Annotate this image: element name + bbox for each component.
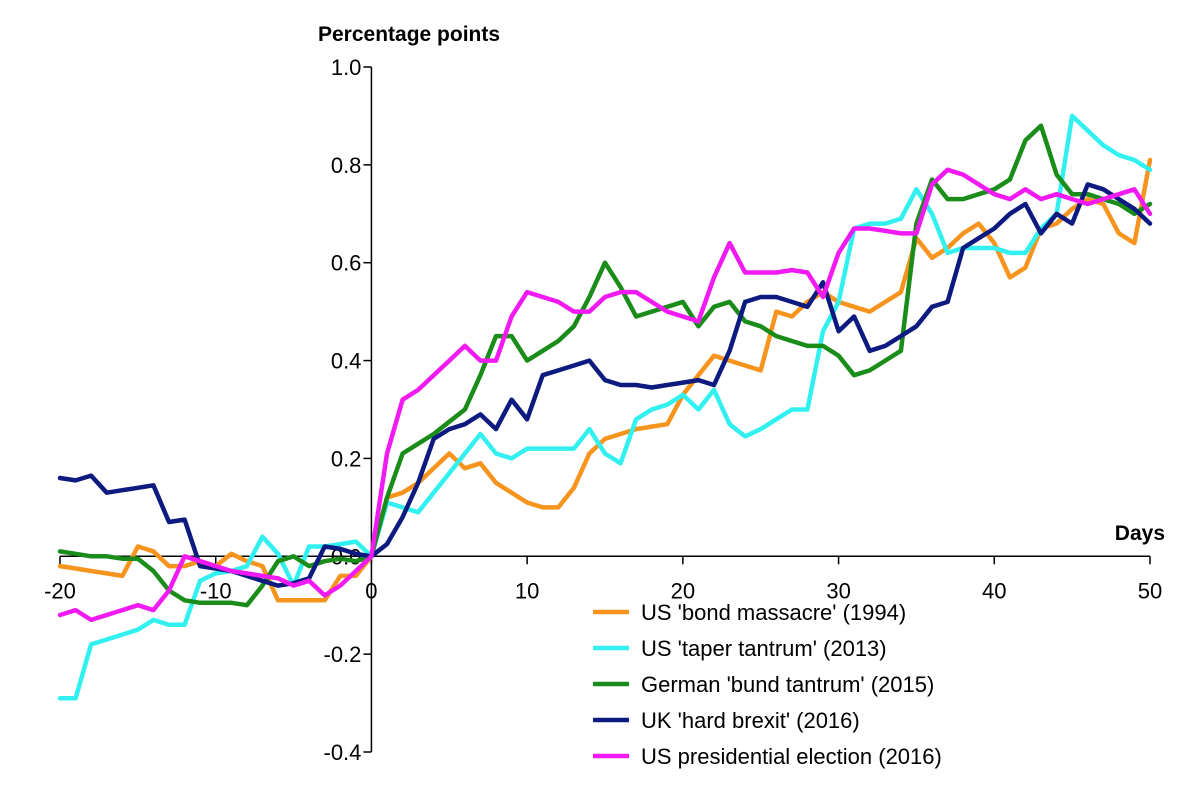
legend-label-1: US 'bond massacre' (1994) (641, 600, 906, 625)
y-tick-label: -0.2 (324, 642, 362, 667)
y-tick-label: 0.8 (331, 153, 362, 178)
x-tick-label: 50 (1138, 578, 1162, 603)
y-tick-label: 1.0 (331, 55, 362, 80)
x-tick-label: 10 (515, 578, 539, 603)
y-tick-label: 0.2 (331, 446, 362, 471)
x-axis-title: Days (1115, 522, 1165, 545)
x-tick-label: 40 (982, 578, 1006, 603)
legend-label-3: German 'bund tantrum' (2015) (641, 672, 934, 697)
series-lines (57, 113, 1153, 701)
series-line-1 (57, 157, 1153, 603)
x-tick-label: 20 (671, 578, 695, 603)
y-tick-label: 0.4 (331, 349, 362, 374)
x-tick-label: -20 (44, 578, 76, 603)
x-tick-label: 0 (365, 578, 377, 603)
y-tick-label: -0.4 (324, 740, 362, 765)
series-line-2 (57, 113, 1153, 701)
y-tick-label: 0.6 (331, 251, 362, 276)
legend-label-5: US presidential election (2016) (641, 744, 942, 769)
series-line-5 (57, 167, 1153, 623)
legend-label-2: US 'taper tantrum' (2013) (641, 636, 887, 661)
x-tick-label: -10 (200, 578, 232, 603)
axes: -0.4-0.20.00.20.40.60.81.0-20 -10 0 10 20 30 4… (44, 55, 1162, 765)
x-tick-label: 30 (826, 578, 850, 603)
y-axis-title: Percentage points (318, 23, 500, 46)
series-line-4 (57, 182, 1153, 588)
legend: US 'bond massacre' (1994) US 'taper tantr… (593, 600, 942, 769)
legend-label-4: UK 'hard brexit' (2016) (641, 708, 860, 733)
series-line-3 (57, 123, 1153, 608)
